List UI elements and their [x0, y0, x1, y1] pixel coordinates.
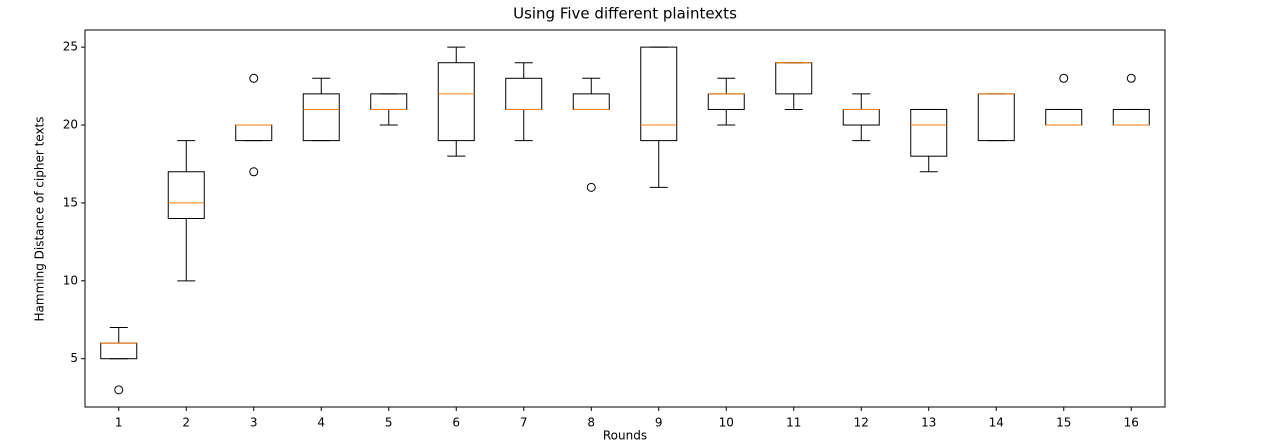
x-tick-label: 3	[250, 416, 258, 430]
flier	[249, 167, 259, 177]
x-tick-label: 14	[989, 416, 1004, 430]
x-axis-label: Rounds	[603, 429, 647, 441]
box	[167, 171, 205, 220]
x-tick-label: 11	[786, 416, 801, 430]
x-tick-label: 5	[385, 416, 393, 430]
y-tick-label: 10	[63, 273, 78, 287]
y-tick-label: 15	[63, 195, 78, 209]
y-tick-label: 20	[63, 118, 78, 132]
flier	[249, 73, 259, 83]
flier	[1126, 73, 1136, 83]
x-tick-label: 12	[854, 416, 869, 430]
y-tick-label: 5	[70, 351, 78, 365]
x-tick-label: 6	[452, 416, 460, 430]
box	[437, 62, 475, 142]
x-tick-label: 10	[719, 416, 734, 430]
x-tick-label: 16	[1124, 416, 1139, 430]
flier	[586, 182, 596, 192]
x-tick-label: 1	[115, 416, 123, 430]
box	[640, 46, 678, 142]
x-tick-label: 7	[520, 416, 528, 430]
x-tick-label: 2	[182, 416, 190, 430]
box	[910, 108, 948, 157]
y-axis-label: Hamming Distance of cipher texts	[33, 116, 47, 321]
flier	[114, 385, 124, 395]
x-tick-label: 15	[1056, 416, 1071, 430]
x-tick-label: 13	[921, 416, 936, 430]
plot-frame	[84, 29, 1166, 408]
flier	[1059, 73, 1069, 83]
x-tick-label: 8	[587, 416, 595, 430]
x-tick-label: 4	[317, 416, 325, 430]
chart-title: Using Five different plaintexts	[513, 5, 737, 23]
box	[302, 93, 340, 142]
x-tick-label: 9	[655, 416, 663, 430]
y-tick-label: 25	[63, 40, 78, 54]
